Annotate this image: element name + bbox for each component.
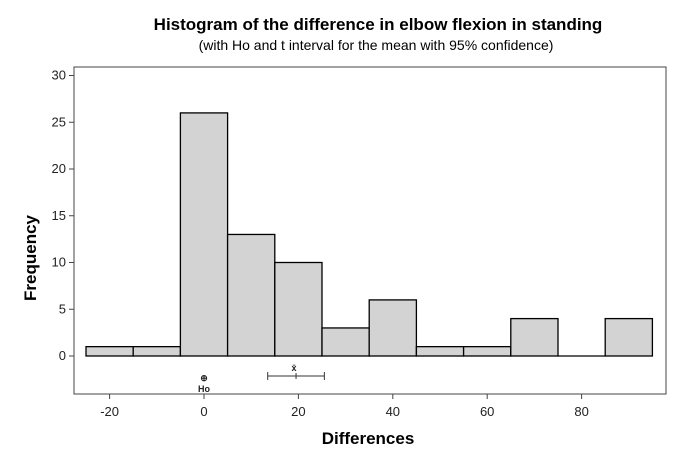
chart-subtitle: (with Ho and t interval for the mean wit… [199,37,554,53]
bars-group [85,112,654,357]
histogram-bar [415,345,465,357]
reference-marks: ⊕Ho x̄ [198,363,325,394]
y-tick-label: 0 [59,348,66,363]
y-tick-label: 5 [59,301,66,316]
y-tick-label: 10 [52,255,66,270]
histogram-bar [226,233,276,357]
y-tick-label: 30 [52,68,66,83]
x-tick-label: -20 [100,404,119,419]
x-tick-label: 60 [480,404,494,419]
x-axis: -20 0 20 40 60 80 [100,394,589,419]
y-axis-label: Frequency [21,214,40,301]
chart-title: Histogram of the difference in elbow fle… [154,15,603,34]
histogram-bar [85,345,134,357]
x-tick-label: 0 [200,404,207,419]
y-axis: 0 5 10 15 20 25 30 [52,68,74,363]
plot-frame [73,66,667,395]
mean-label: x̄ [292,363,297,373]
y-tick-label: 20 [52,161,66,176]
histogram-bar [321,327,370,357]
histogram-bar [132,345,182,357]
y-tick-label: 25 [52,114,66,129]
x-tick-label: 80 [574,404,588,419]
x-tick-label: 40 [386,404,400,419]
x-tick-label: 20 [291,404,305,419]
histogram-bar [462,345,512,357]
histogram-bar [274,261,323,357]
histogram-bar [368,299,418,357]
histogram-bar [179,112,229,357]
h0-label: Ho [198,384,210,394]
histogram-bar [604,317,654,357]
x-axis-label: Differences [322,429,415,448]
h0-marker: ⊕ [200,373,208,383]
y-tick-label: 15 [52,208,66,223]
histogram-bar [510,317,559,357]
